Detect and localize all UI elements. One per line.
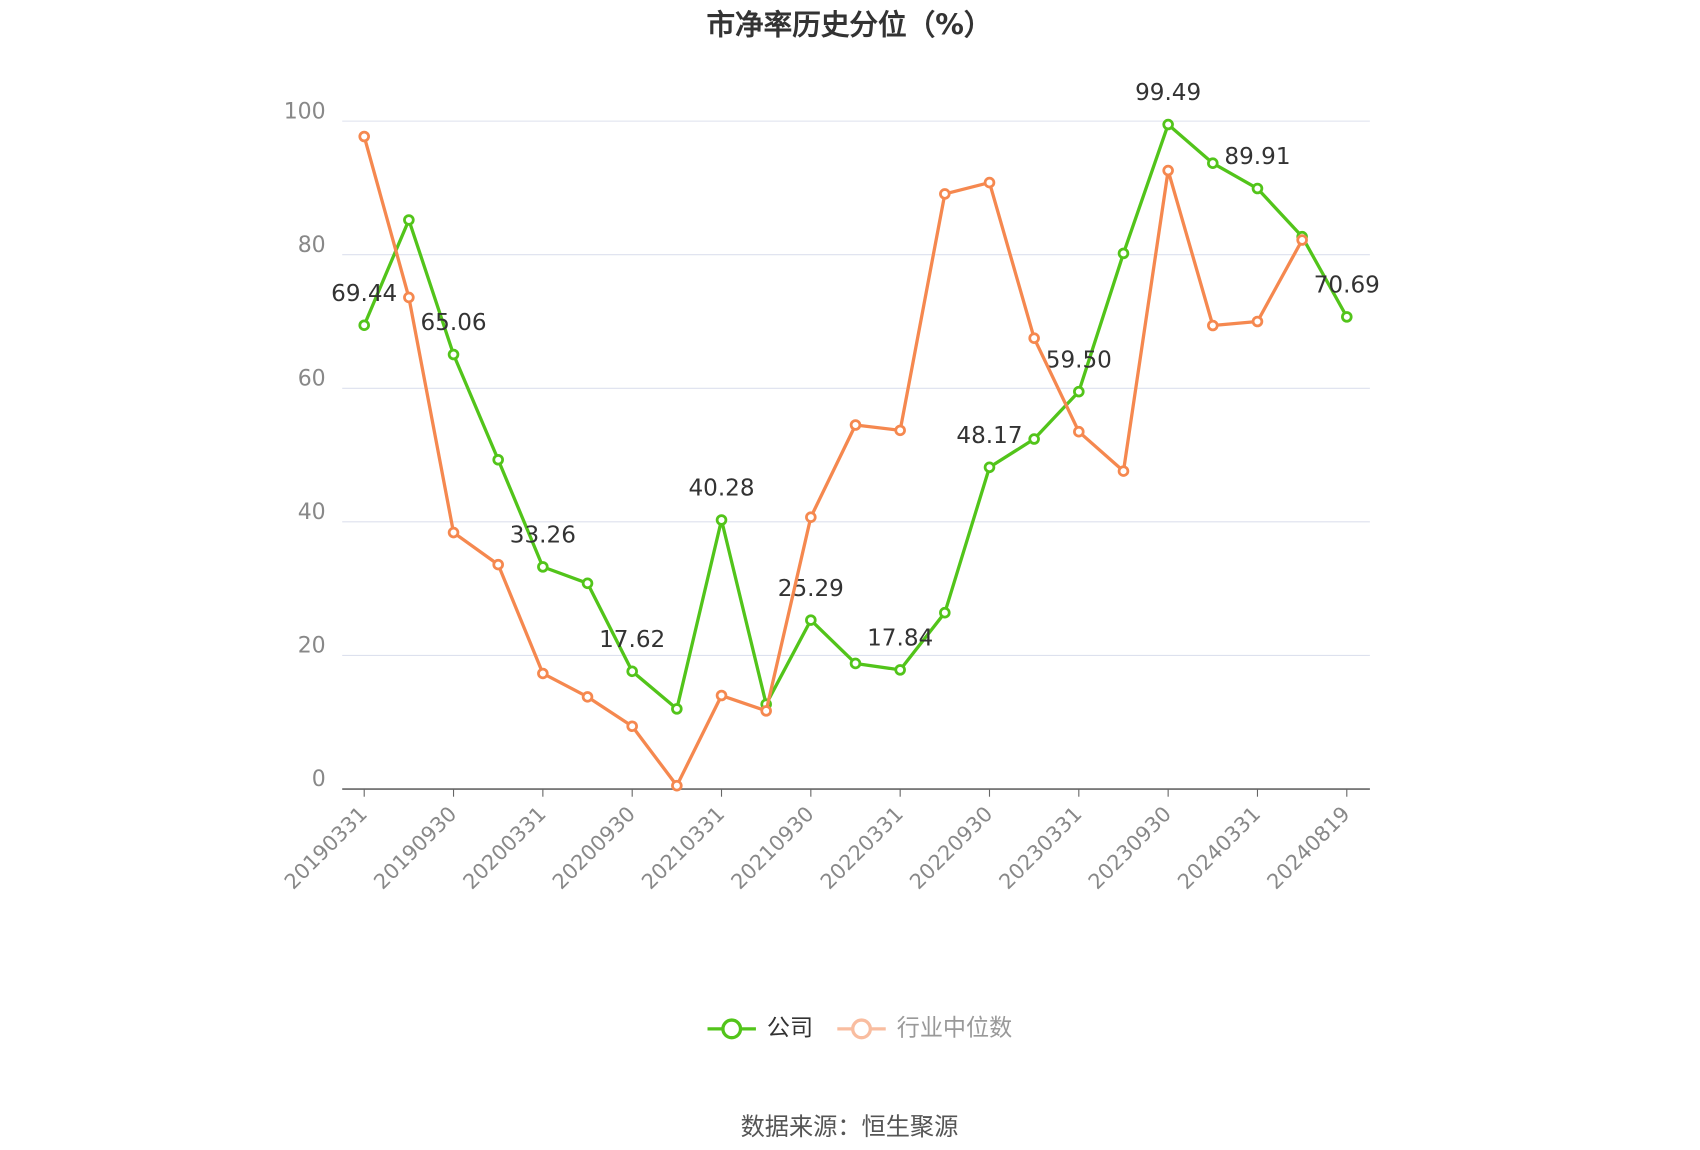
legend-label[interactable]: 行业中位数 — [897, 1015, 1012, 1041]
data-point — [1251, 182, 1264, 195]
x-tick-label: 20220930 — [905, 802, 997, 894]
data-label: 25.29 — [778, 576, 844, 602]
data-point — [939, 606, 951, 619]
data-point — [849, 657, 862, 670]
y-tick-label: 80 — [298, 233, 326, 258]
data-label: 33.26 — [510, 523, 576, 549]
x-tick-label: 20210930 — [726, 802, 818, 894]
chart-title: 市净率历史分位（%） — [706, 7, 992, 41]
x-tick-label: 20230331 — [994, 802, 1086, 894]
legend-marker — [851, 1018, 872, 1040]
data-label: 69.44 — [331, 281, 397, 307]
y-tick-label: 0 — [312, 767, 326, 792]
x-tick-label: 20190331 — [280, 802, 372, 894]
x-tick-label: 20240331 — [1173, 802, 1265, 894]
data-point — [760, 705, 772, 717]
data-point — [983, 176, 996, 189]
data-point — [492, 453, 504, 466]
data-point — [537, 561, 549, 573]
x-tick-label: 20220331 — [816, 802, 908, 894]
series-line — [362, 122, 1349, 711]
data-label: 17.62 — [599, 627, 665, 653]
legend-marker — [721, 1018, 743, 1040]
data-label: 48.17 — [956, 423, 1022, 449]
data-label: 99.49 — [1135, 80, 1201, 106]
data-point — [1117, 247, 1130, 260]
y-tick-label: 60 — [298, 366, 326, 391]
data-point — [447, 348, 460, 361]
data-point — [626, 720, 638, 733]
data-point — [1073, 385, 1085, 398]
data-point — [403, 291, 415, 304]
data-point — [894, 664, 906, 676]
data-point — [1028, 332, 1040, 344]
data-label: 70.69 — [1314, 273, 1380, 299]
x-tick-label: 20200930 — [548, 802, 640, 894]
data-label: 65.06 — [420, 310, 486, 336]
data-point — [849, 419, 862, 431]
data-point — [1207, 319, 1219, 332]
data-point — [1117, 465, 1130, 477]
data-label: 59.50 — [1046, 347, 1112, 373]
x-tick-label: 20210331 — [637, 802, 729, 894]
data-point — [1028, 433, 1040, 445]
data-point — [537, 667, 549, 680]
y-tick-label: 20 — [298, 634, 326, 659]
data-point — [939, 188, 951, 200]
data-point — [403, 214, 415, 226]
data-point — [581, 577, 594, 590]
x-tick-label: 20240819 — [1262, 802, 1354, 894]
data-point — [447, 526, 460, 539]
data-point — [1162, 164, 1174, 177]
data-point — [1073, 425, 1085, 438]
data-label: 40.28 — [688, 476, 754, 502]
data-point — [715, 689, 728, 702]
y-tick-label: 100 — [284, 99, 326, 124]
data-point — [805, 614, 817, 626]
data-label: 17.84 — [867, 626, 933, 652]
data-point — [1162, 118, 1174, 131]
data-point — [492, 558, 504, 571]
data-label: 89.91 — [1224, 144, 1290, 170]
data-point — [358, 130, 370, 143]
x-tick-label: 20200331 — [458, 802, 550, 894]
x-tick-label: 20190930 — [369, 802, 461, 894]
data-point — [1296, 234, 1308, 246]
data-point — [715, 514, 728, 526]
data-point — [894, 424, 906, 437]
data-point — [626, 665, 638, 678]
data-point — [1341, 311, 1353, 323]
legend-label[interactable]: 公司 — [767, 1015, 813, 1041]
data-point — [581, 691, 594, 703]
data-point — [983, 461, 996, 474]
data-point — [1207, 157, 1219, 169]
y-tick-label: 40 — [298, 500, 326, 525]
data-point — [805, 511, 817, 523]
series-line — [362, 136, 1304, 788]
source-note: 数据来源：恒生聚源 — [741, 1113, 959, 1141]
data-point — [358, 319, 370, 332]
data-point — [671, 779, 683, 792]
data-point — [671, 703, 683, 715]
data-point — [1251, 315, 1264, 328]
x-tick-label: 20230930 — [1084, 802, 1176, 894]
